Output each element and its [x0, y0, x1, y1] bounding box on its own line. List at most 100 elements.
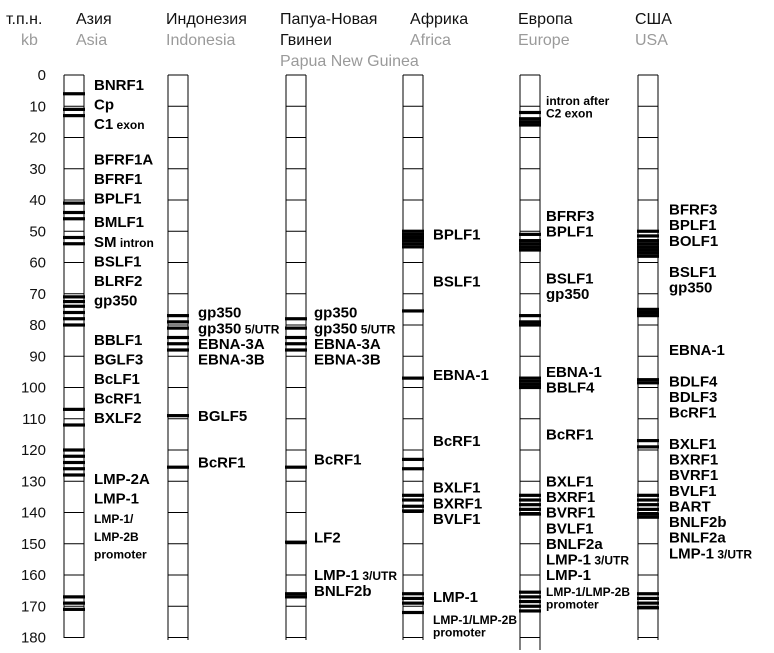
axis-tick-label: 50: [29, 223, 46, 240]
axis-label-ru: т.п.н.: [6, 11, 42, 28]
variation-bar: [637, 307, 659, 311]
variation-bar: [402, 601, 424, 605]
gene-label: gp350: [198, 305, 241, 322]
gene-label: BVRF1: [669, 467, 718, 484]
variation-bar: [285, 540, 307, 544]
variation-bar: [285, 592, 307, 596]
gene-label: EBNA-3B: [198, 352, 265, 369]
gene-label: promoter: [94, 547, 147, 561]
gene-label: C1 exon: [94, 116, 145, 133]
variation-bar: [402, 592, 424, 596]
variation-bar: [285, 326, 307, 330]
variation-bar: [519, 232, 541, 236]
gene-label: BXRF1: [546, 489, 595, 506]
variation-bar: [63, 448, 85, 452]
variation-bar: [519, 376, 541, 380]
gene-label: SM intron: [94, 234, 154, 251]
variation-bar: [519, 609, 541, 613]
variation-bar: [285, 335, 307, 340]
variation-bar: [519, 498, 541, 502]
axis-tick-label: 80: [29, 317, 46, 334]
variation-bar: [519, 248, 541, 252]
gene-label: EBNA-1: [669, 342, 725, 359]
variation-bar: [402, 242, 424, 246]
gene-label: BSLF1: [94, 253, 142, 270]
variation-bar: [63, 299, 85, 304]
axis-tick-label: 60: [29, 255, 46, 272]
gene-label: LF2: [314, 530, 341, 547]
gene-label: promoter: [546, 597, 599, 611]
variation-bar: [637, 592, 659, 596]
column-title-ru: Азия: [76, 11, 112, 28]
variation-bar: [63, 201, 85, 205]
variation-bar: [637, 234, 659, 238]
gene-label: BcRF1: [433, 433, 481, 450]
variation-bar: [637, 310, 659, 315]
variation-bar: [519, 239, 541, 243]
gene-label: BFRF3: [669, 202, 717, 219]
variation-bar: [402, 376, 424, 380]
variation-bar: [519, 117, 541, 121]
gene-label: BXLF1: [669, 436, 717, 453]
gene-label: BPLF1: [669, 217, 717, 234]
variation-bar: [637, 445, 659, 449]
gene-label: BFRF1A: [94, 151, 153, 168]
gene-label: BcLF1: [94, 371, 140, 388]
variation-bar: [402, 309, 424, 313]
gene-label: LMP-1 3/UTR: [314, 567, 397, 584]
gene-label: BNLF2a: [546, 536, 603, 553]
variation-bar: [63, 295, 85, 299]
column-title-en: Africa: [410, 32, 451, 49]
variation-bar: [402, 239, 424, 243]
gene-label: BNRF1: [94, 77, 144, 94]
variation-bar: [63, 467, 85, 471]
gene-label: BVLF1: [669, 483, 717, 500]
gene-label: EBNA-1: [433, 367, 489, 384]
gene-label: BFRF3: [546, 208, 594, 225]
gene-label: promoter: [433, 625, 486, 639]
variation-bar: [63, 601, 85, 605]
axis-tick-label: 90: [29, 348, 46, 365]
variation-bar: [63, 92, 85, 96]
variation-bar: [167, 348, 189, 352]
column-title-en: Europe: [518, 32, 570, 49]
gene-label: BXLF1: [433, 480, 481, 497]
variation-bar: [402, 229, 424, 233]
gene-label: C2 exon: [546, 107, 593, 121]
gene-label: BXRF1: [669, 452, 718, 469]
variation-bar: [402, 498, 424, 502]
gene-label: BVLF1: [546, 520, 594, 537]
axis-tick-label: 150: [21, 536, 46, 553]
gene-label: LMP-1 3/UTR: [546, 552, 629, 569]
axis-tick-label: 0: [38, 67, 46, 84]
variation-bar: [63, 310, 85, 315]
variation-bar: [167, 335, 189, 340]
variation-bar: [519, 595, 541, 599]
variation-bar: [637, 378, 659, 382]
gene-label: LMP-2B: [94, 530, 139, 544]
variation-bar: [637, 507, 659, 511]
variation-bar: [167, 342, 189, 346]
gene-label: BBLF1: [94, 332, 142, 349]
axis-tick-label: 170: [21, 598, 46, 615]
gene-label: BVRF1: [546, 505, 595, 522]
variation-bar: [402, 235, 424, 240]
variation-bar: [519, 493, 541, 497]
gene-label: BcRF1: [546, 427, 594, 444]
variation-bar: [519, 110, 541, 115]
variation-bar: [637, 242, 659, 246]
gene-label: BFRF1: [94, 171, 142, 188]
axis-tick-label: 40: [29, 192, 46, 209]
variation-bar: [637, 498, 659, 502]
variation-bar: [63, 454, 85, 458]
gene-label: BSLF1: [546, 270, 594, 287]
variation-bar: [63, 407, 85, 411]
variation-bar: [402, 493, 424, 497]
variation-bar: [167, 465, 189, 469]
variation-bar: [519, 314, 541, 318]
gene-label: LMP-1/: [94, 512, 134, 526]
variation-bar: [63, 235, 85, 240]
gene-label: BcRF1: [314, 452, 362, 469]
variation-bar: [519, 120, 541, 124]
